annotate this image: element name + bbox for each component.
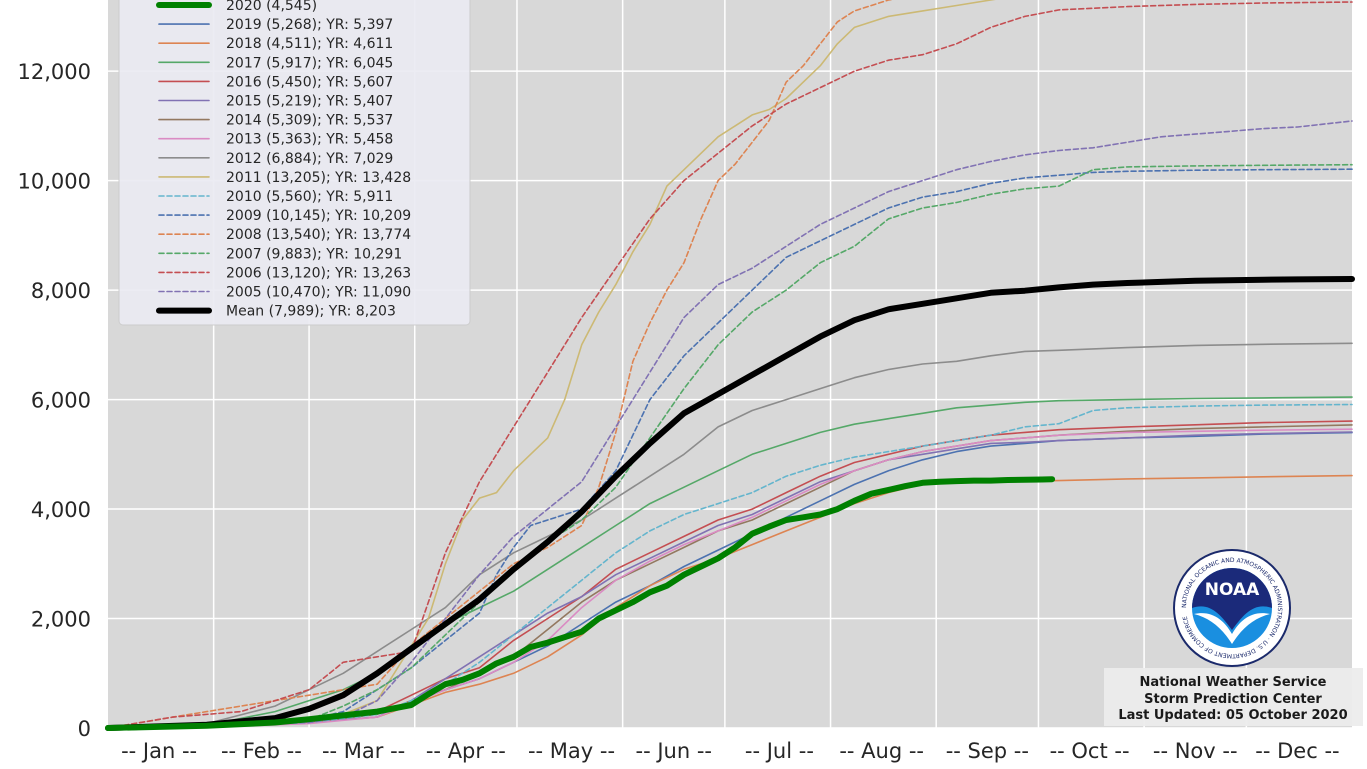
noaa-logo-gull	[1194, 613, 1270, 644]
legend-label: 2005 (10,470); YR: 11,090	[226, 285, 411, 301]
noaa-logo-navy-top	[1192, 568, 1272, 630]
legend-label: 2019 (5,268); YR: 5,397	[226, 17, 393, 33]
series-line	[107, 1, 1353, 729]
credit-line-2: Storm Prediction Center	[1144, 692, 1322, 707]
y-tick-label: 2,000	[31, 608, 91, 632]
credit-line-1: National Weather Service	[1140, 675, 1327, 690]
x-tick-label: -- May --	[528, 739, 615, 763]
series-line	[107, 120, 1353, 729]
legend-label: Mean (7,989); YR: 8,203	[226, 304, 396, 320]
y-tick-label: 6,000	[31, 389, 91, 413]
y-tick-label: 10,000	[18, 170, 91, 194]
credit-box: National Weather Service Storm Predictio…	[1104, 668, 1363, 726]
legend-label: 2017 (5,917); YR: 6,045	[226, 55, 393, 71]
series-line	[107, 0, 894, 729]
x-tick-label: -- Sep --	[946, 739, 1029, 763]
y-tick-label: 12,000	[18, 60, 91, 84]
legend-label: 2016 (5,450); YR: 5,607	[226, 74, 393, 90]
y-tick-label: 4,000	[31, 498, 91, 522]
x-tick-label: -- Jul --	[745, 739, 814, 763]
credit-box-background	[1104, 668, 1363, 726]
series-line	[107, 431, 1353, 729]
x-tick-label: -- Nov --	[1153, 739, 1238, 763]
legend-label: 2018 (4,511); YR: 4,611	[226, 36, 393, 52]
legend-label: 2006 (13,120); YR: 13,263	[226, 265, 411, 281]
x-tick-label: -- Mar --	[322, 739, 405, 763]
series-line	[107, 420, 1353, 729]
legend-label: 2015 (5,219); YR: 5,407	[226, 94, 393, 110]
series-line	[105, 476, 1056, 731]
noaa-logo: NATIONAL OCEANIC AND ATMOSPHERIC ADMINIS…	[1173, 549, 1291, 667]
legend-label: 2008 (13,540); YR: 13,774	[226, 227, 411, 243]
legend-label: 2012 (6,884); YR: 7,029	[226, 151, 393, 167]
x-tick-label: -- Dec --	[1255, 739, 1339, 763]
series-lines	[105, 0, 1355, 731]
y-axis-tick-labels: 0 2,000 4,000 6,000 8,000 10,000 12,000	[18, 60, 91, 741]
series-line	[107, 0, 996, 729]
x-axis-month-labels: -- Jan -- -- Feb -- -- Mar -- -- Apr -- -- M…	[121, 739, 1340, 763]
legend-label: 2013 (5,363); YR: 5,458	[226, 132, 393, 148]
y-tick-label: 0	[78, 717, 91, 741]
series-line	[107, 163, 1353, 729]
legend-label: 2020 (4,545)	[226, 0, 317, 14]
legend-label: 2007 (9,883); YR: 10,291	[226, 246, 402, 262]
y-tick-label: 8,000	[31, 279, 91, 303]
x-tick-label: -- Apr --	[426, 739, 506, 763]
legend-label: 2009 (10,145); YR: 10,209	[226, 208, 411, 224]
x-tick-label: -- Jan --	[121, 739, 197, 763]
x-tick-label: -- Jun --	[636, 739, 712, 763]
legend-label: 2014 (5,309); YR: 5,537	[226, 113, 393, 129]
x-tick-label: -- Aug --	[839, 739, 924, 763]
credit-line-3: Last Updated: 05 October 2020	[1118, 708, 1347, 723]
legend-label: 2010 (5,560); YR: 5,911	[226, 189, 393, 205]
legend-label: 2011 (13,205); YR: 13,428	[226, 170, 411, 186]
noaa-logo-text: NOAA	[1205, 580, 1260, 600]
series-line	[107, 342, 1353, 729]
x-tick-label: -- Feb --	[221, 739, 302, 763]
x-tick-label: -- Oct --	[1050, 739, 1130, 763]
series-line	[105, 276, 1355, 731]
legend: 2020 (4,545) 2019 (5,268); YR: 5,397 2018 …	[118, 0, 471, 326]
